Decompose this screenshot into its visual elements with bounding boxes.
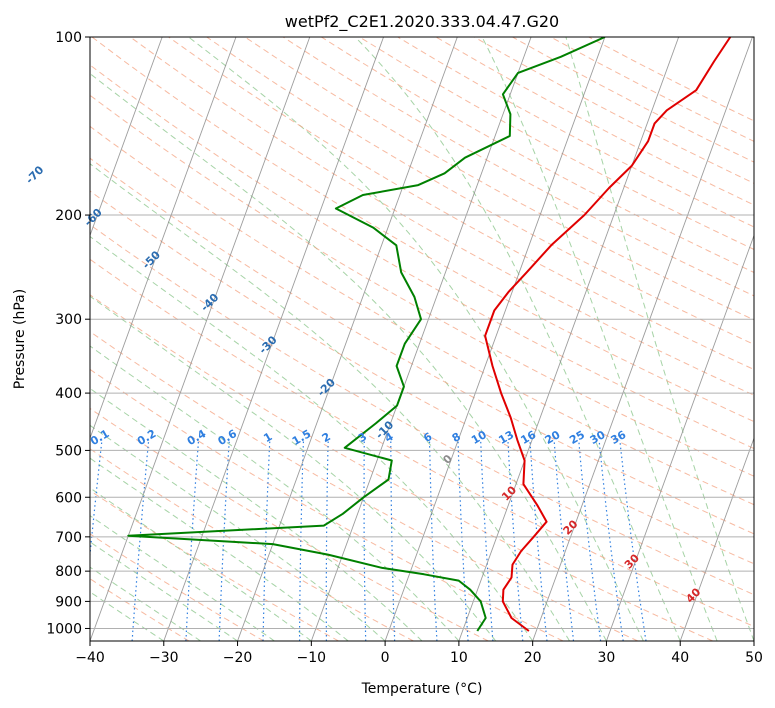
mixing-ratio-line	[299, 439, 305, 641]
moist-adiabat	[481, 37, 718, 641]
isotherm	[679, 436, 754, 641]
dry-adiabat	[168, 37, 754, 371]
dry-adiabat	[206, 37, 754, 345]
y-tick-label: 1000	[46, 621, 82, 637]
isotherm	[90, 37, 311, 641]
dry-adiabat	[90, 258, 754, 628]
x-tick-label: 30	[598, 650, 616, 666]
y-tick-label: 200	[55, 208, 82, 224]
mixing-ratio-line	[363, 439, 367, 641]
plot-layers	[90, 37, 754, 641]
y-tick-label: 800	[55, 564, 82, 580]
isotherm	[458, 37, 680, 641]
pressure-gridlines	[90, 37, 754, 629]
isotherm	[237, 37, 458, 641]
mixing-ratio-line	[457, 439, 469, 641]
y-tick-label: 100	[55, 30, 82, 46]
moist-adiabat	[90, 295, 497, 641]
moist-adiabat	[90, 566, 201, 641]
y-tick-label: 900	[55, 594, 82, 610]
mixing-ratio-line	[428, 439, 438, 641]
mixing-ratio-line	[325, 439, 329, 641]
mixing-ratio-line	[598, 439, 624, 641]
dry-adiabat	[90, 64, 754, 450]
y-axis-label: Pressure (hPa)	[12, 289, 28, 389]
x-tick-label: 50	[745, 650, 763, 666]
moist-adiabat	[90, 387, 423, 641]
isotherm	[90, 37, 163, 237]
y-tick-label: 300	[55, 312, 82, 328]
x-tick-label: −10	[297, 650, 327, 666]
mixing-ratio-line	[529, 439, 548, 641]
x-axis-ticks: −40 −30 −20 −10 0 10 20 30 40 50	[75, 641, 763, 666]
isotherm	[310, 37, 532, 641]
dry-adiabat	[90, 489, 339, 641]
dry-adiabat	[90, 533, 265, 641]
moist-adiabat	[565, 37, 754, 641]
moist-adiabat	[90, 541, 238, 641]
mixing-ratio-line	[390, 439, 396, 641]
mixing-ratio-line	[619, 439, 647, 641]
x-tick-label: 0	[381, 650, 390, 666]
x-tick-label: −20	[223, 650, 253, 666]
y-tick-label: 400	[55, 386, 82, 402]
moist-adiabat	[90, 72, 607, 641]
mixing-ratio-line	[578, 439, 602, 641]
moist-adiabat	[90, 424, 386, 641]
dry-adiabat	[90, 157, 754, 535]
isotherm	[532, 37, 753, 641]
dry-adiabat	[91, 37, 754, 423]
y-axis-ticks: 100 200 300 400 500 600 700 800 900 1000	[46, 30, 90, 637]
mixing-ratio-line	[218, 439, 230, 641]
x-tick-label: −40	[75, 650, 105, 666]
chart-title: wetPf2_C2E1.2020.333.04.47.G20	[285, 12, 559, 32]
mixing-ratio-line	[480, 439, 494, 641]
dry-adiabat	[90, 125, 754, 506]
x-tick-label: −30	[149, 650, 179, 666]
isotherm	[606, 234, 754, 641]
isotherm	[90, 37, 237, 440]
x-axis-label: Temperature (°C)	[361, 681, 483, 697]
x-tick-label: 10	[450, 650, 468, 666]
moist-adiabat	[354, 37, 681, 641]
mixing-ratio-line	[131, 439, 150, 641]
isotherm	[384, 37, 606, 641]
x-tick-label: 40	[671, 650, 689, 666]
dewpoint-profile-line	[127, 37, 606, 632]
dry-adiabat	[90, 407, 489, 641]
moist-adiabat	[90, 515, 275, 641]
mixing-ratio-line	[262, 439, 271, 641]
y-tick-label: 700	[55, 530, 82, 546]
temperature-profile-line	[484, 37, 732, 632]
profile-series	[127, 37, 732, 632]
isotherms	[90, 37, 754, 641]
dry-adiabats	[90, 37, 754, 641]
x-tick-label: 20	[524, 650, 542, 666]
y-tick-label: 500	[55, 443, 82, 459]
dry-adiabat	[90, 294, 713, 641]
moist-adiabat	[90, 591, 165, 641]
moist-adiabat	[90, 345, 460, 641]
mixing-ratio-line	[185, 439, 200, 641]
plot-frame	[89, 36, 755, 642]
y-tick-label: 600	[55, 490, 82, 506]
moist-adiabat	[188, 37, 644, 641]
mixing-ratio-line	[553, 439, 575, 641]
